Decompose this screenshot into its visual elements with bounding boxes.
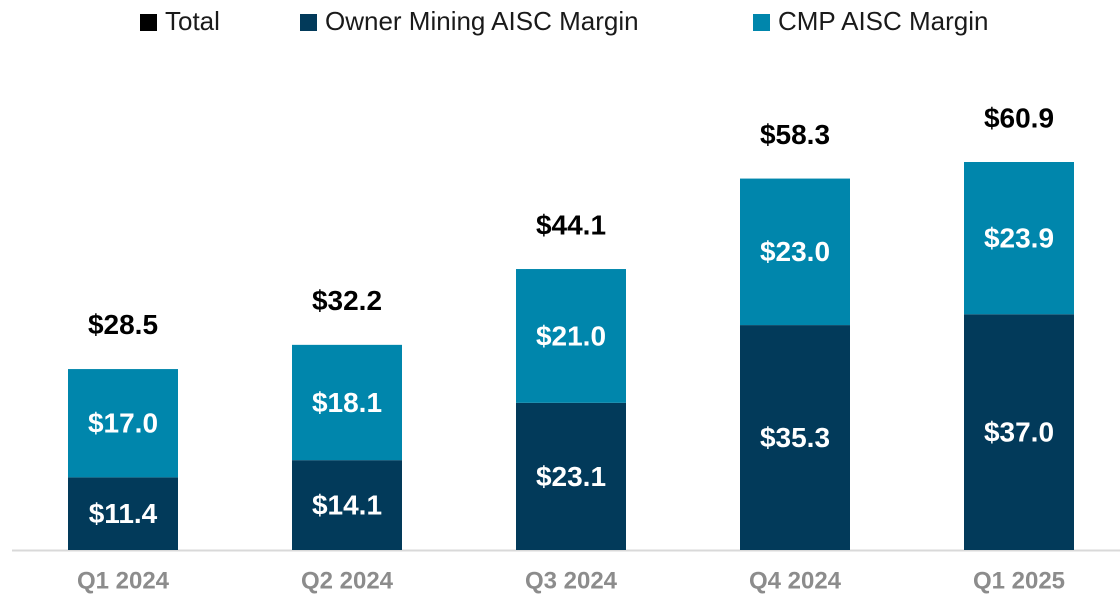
bar-segment <box>292 344 402 461</box>
total-label: $44.1 <box>536 209 606 240</box>
legend-label: CMP AISC Margin <box>778 6 988 36</box>
value-label: $21.0 <box>536 320 606 351</box>
legend-swatch <box>300 14 317 31</box>
bar-segment <box>740 178 850 326</box>
legend-swatch <box>753 14 770 31</box>
value-label: $14.1 <box>312 489 382 520</box>
value-label: $35.3 <box>760 422 830 453</box>
bar-segment <box>68 477 178 550</box>
bar-segment <box>964 314 1074 550</box>
bar-segment <box>740 325 850 550</box>
total-label: $58.3 <box>760 119 830 150</box>
total-label: $60.9 <box>984 102 1054 133</box>
x-tick-label: Q1 2025 <box>973 567 1065 594</box>
value-label: $18.1 <box>312 387 382 418</box>
bar-segment <box>964 162 1074 315</box>
value-label: $23.9 <box>984 223 1054 254</box>
value-label: $23.1 <box>536 461 606 492</box>
value-label: $11.4 <box>89 498 158 529</box>
bar-segment <box>68 369 178 478</box>
total-label: $32.2 <box>312 285 382 316</box>
bar-segment <box>292 460 402 550</box>
value-label: $37.0 <box>984 417 1054 448</box>
legend-label: Owner Mining AISC Margin <box>325 6 639 36</box>
legend-swatch <box>140 14 157 31</box>
total-label: $28.5 <box>88 309 158 340</box>
value-label: $23.0 <box>760 236 830 267</box>
legend-label: Total <box>165 6 220 36</box>
x-tick-label: Q3 2024 <box>525 567 618 594</box>
x-tick-label: Q1 2024 <box>77 567 170 594</box>
bar-segment <box>516 402 626 550</box>
x-tick-label: Q4 2024 <box>749 567 842 594</box>
x-tick-label: Q2 2024 <box>301 567 394 594</box>
bar-segment <box>516 269 626 403</box>
value-label: $17.0 <box>88 408 158 439</box>
